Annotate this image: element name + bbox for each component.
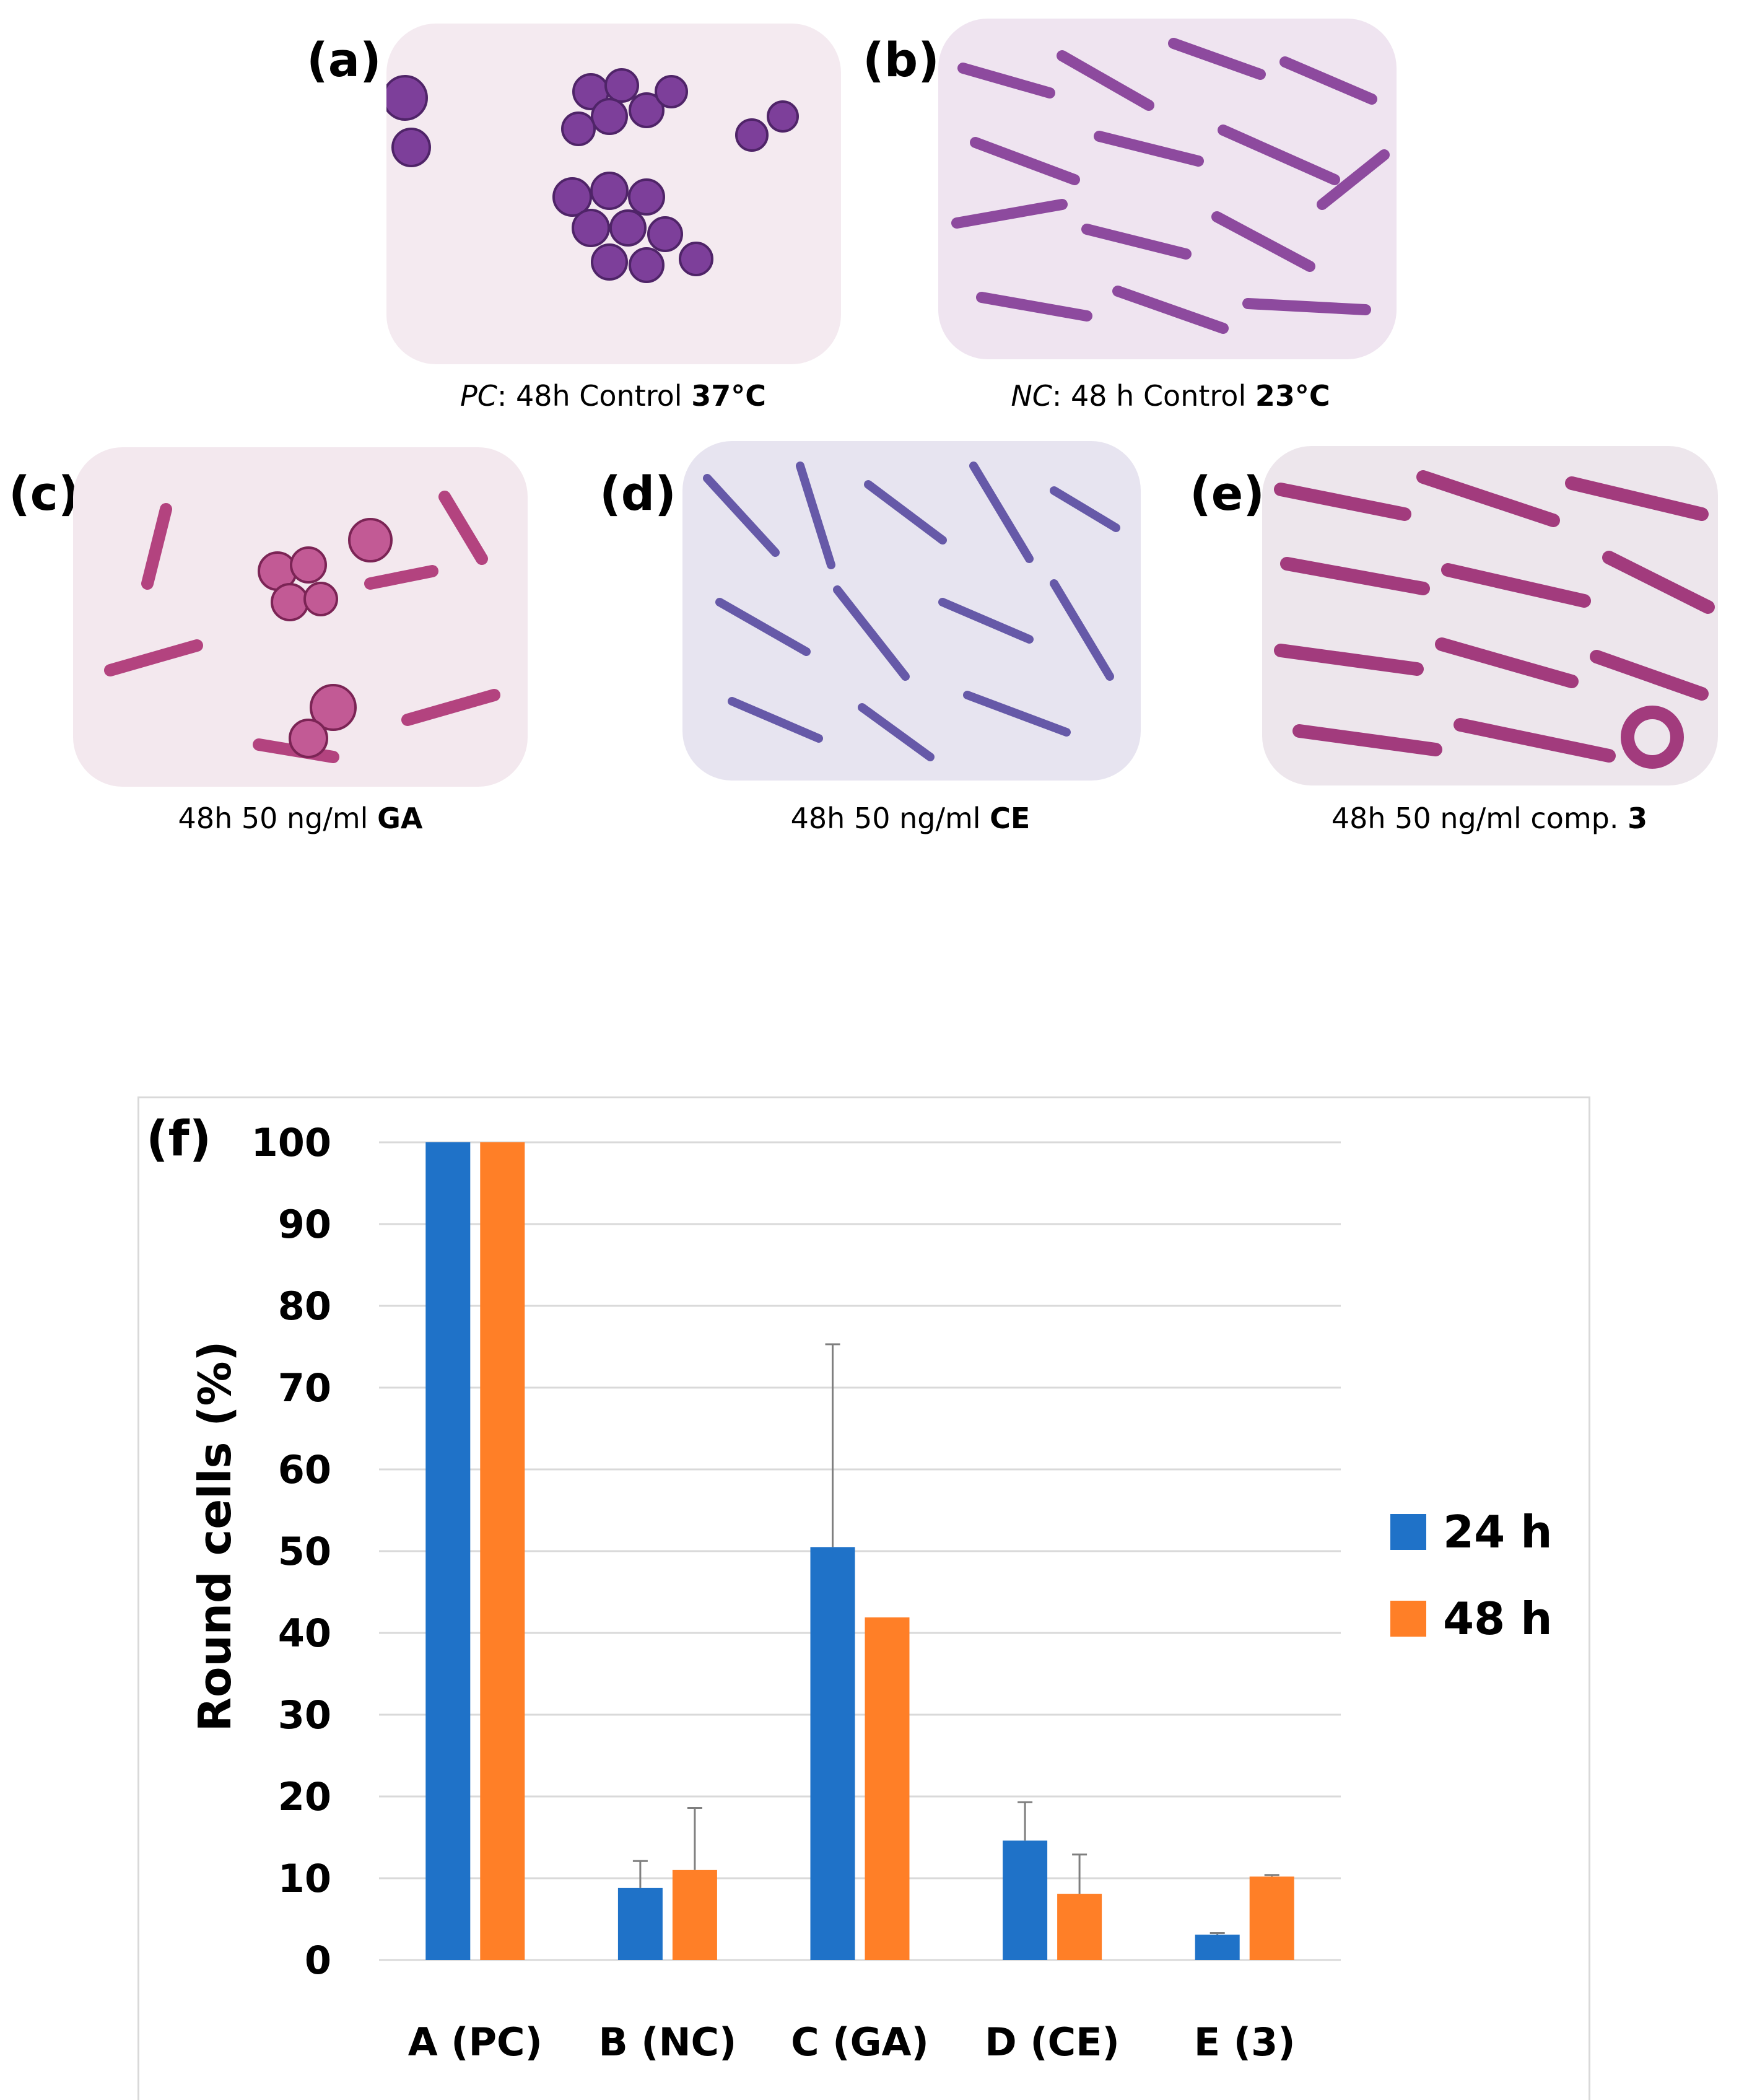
bar-24h-0 [425,1142,471,1960]
caption-d-bold: CE [990,802,1031,835]
legend-label-24h: 24 h [1443,1506,1553,1558]
y-tick-label-30: 30 [278,1692,331,1738]
caption-e-text: 48h 50 ng/ml comp. [1331,802,1628,835]
y-tick-label-70: 70 [278,1365,331,1411]
panel-label-b: (b) [863,32,939,87]
x-tick-label-4: E (3) [1194,2019,1296,2065]
y-tick-label-90: 90 [278,1202,331,1247]
bar-48h-1 [672,1870,717,1960]
y-axis-ticks: 0 10 20 30 40 50 60 70 80 90 100 [251,1120,331,1983]
caption-a-bold: 37°C [691,379,766,413]
y-tick-label-20: 20 [278,1774,331,1819]
y-tick-label-100: 100 [251,1120,331,1165]
chart-panel-label: (f) [146,1111,211,1167]
bar-48h-4 [1249,1876,1294,1960]
y-axis-title: Round cells (%) [189,1341,241,1732]
caption-e-bold: 3 [1628,802,1648,835]
micrograph-a-image [386,24,841,364]
bars [425,1142,1294,1960]
bar-24h-3 [1003,1840,1048,1960]
legend-swatch-24h [1390,1514,1426,1550]
caption-c-bold: GA [377,802,423,835]
micrograph-c [73,447,528,787]
micrograph-b-image [938,19,1397,359]
chart-frame [137,1096,1590,2100]
caption-c-text: 48h 50 ng/ml [178,802,378,835]
panel-label-a: (a) [307,32,381,87]
micrograph-a [386,24,841,364]
micrograph-d-image [682,441,1141,781]
caption-d-text: 48h 50 ng/ml [790,802,990,835]
micrograph-e-image [1262,446,1718,785]
x-tick-label-1: B (NC) [598,2019,736,2065]
panel-label-c: (c) [9,466,80,521]
bar-24h-2 [810,1547,855,1960]
bar-24h-1 [617,1888,663,1960]
x-axis-ticks: A (PC) B (NC) C (GA) D (CE) E (3) [408,2019,1296,2065]
legend-swatch-48h [1390,1601,1426,1637]
caption-b-text: : 48 h Control [1052,379,1255,413]
x-tick-label-2: C (GA) [791,2019,929,2065]
bar-48h-3 [1057,1894,1102,1960]
y-tick-label-80: 80 [278,1284,331,1329]
x-tick-label-3: D (CE) [985,2019,1120,2065]
y-tick-label-10: 10 [278,1856,331,1901]
micrograph-d [682,441,1141,781]
caption-b-bold: 23°C [1255,379,1330,413]
micrograph-c-image [73,447,528,787]
micrograph-e [1262,446,1718,785]
panel-label-d: (d) [599,466,676,521]
y-tick-label-40: 40 [278,1611,331,1656]
x-tick-label-0: A (PC) [408,2019,543,2065]
panel-label-e: (e) [1190,466,1265,521]
caption-d: 48h 50 ng/ml CE [672,802,1149,835]
bar-48h-2 [865,1617,910,1960]
y-tick-label-50: 50 [278,1529,331,1574]
y-tick-label-0: 0 [305,1938,331,1983]
legend: 24 h 48 h [1390,1506,1553,1645]
micrograph-b [938,19,1397,359]
y-tick-label-60: 60 [278,1447,331,1492]
caption-b: NC: 48 h Control 23°C [929,379,1412,413]
caption-b-prefix: NC [1011,379,1052,413]
legend-label-48h: 48 h [1443,1593,1553,1645]
caption-a-text: : 48h Control [497,379,692,413]
caption-e: 48h 50 ng/ml comp. 3 [1248,802,1731,835]
caption-a: PC: 48h Control 37°C [372,379,855,413]
caption-c: 48h 50 ng/ml GA [62,802,539,835]
caption-a-prefix: PC [460,379,497,413]
error-bars [632,1343,1279,1935]
bar-24h-4 [1195,1935,1240,1960]
bar-48h-0 [480,1142,525,1960]
gridlines [379,1141,1341,1961]
